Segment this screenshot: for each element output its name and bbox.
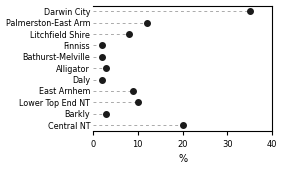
X-axis label: %: %	[178, 154, 187, 164]
